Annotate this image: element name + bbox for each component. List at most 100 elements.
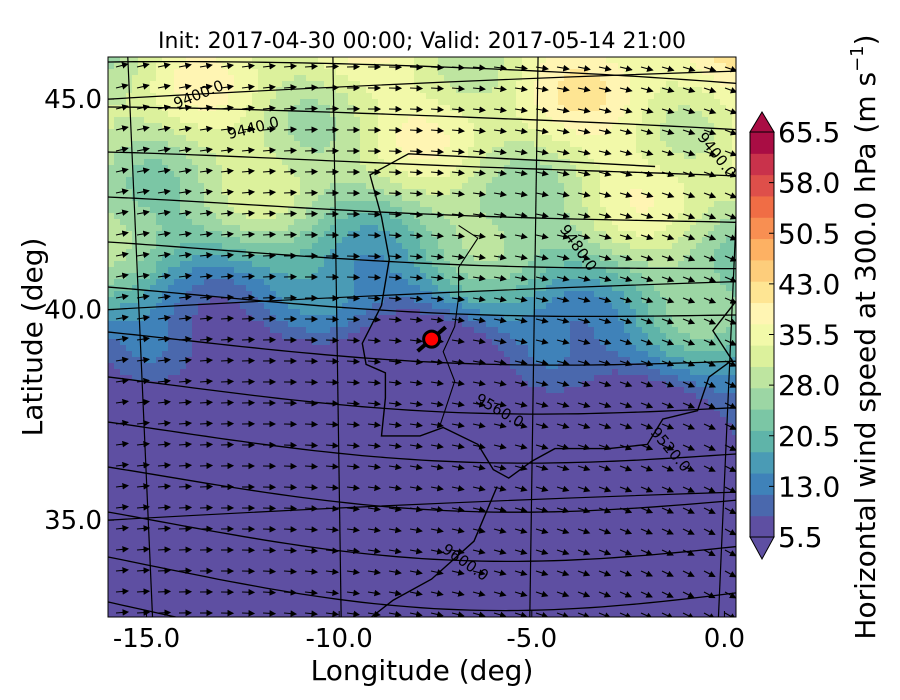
field-cell xyxy=(594,213,601,220)
field-cell xyxy=(150,279,157,286)
field-cell xyxy=(624,225,631,232)
field-cell xyxy=(726,315,733,322)
field-cell xyxy=(582,177,589,184)
field-cell xyxy=(474,123,481,130)
field-cell xyxy=(228,135,235,142)
field-cell xyxy=(468,195,475,202)
field-cell xyxy=(486,321,493,328)
field-cell xyxy=(222,303,229,310)
field-cell xyxy=(366,225,373,232)
field-cell xyxy=(702,141,709,148)
field-cell xyxy=(144,105,151,112)
field-cell xyxy=(342,201,349,208)
field-cell xyxy=(438,291,445,298)
field-cell xyxy=(180,75,187,82)
field-cell xyxy=(234,291,241,298)
field-cell xyxy=(114,333,121,340)
field-cell xyxy=(282,93,289,100)
field-cell xyxy=(300,183,307,190)
field-cell xyxy=(528,309,535,316)
field-cell xyxy=(720,183,727,190)
field-cell xyxy=(654,147,661,154)
field-cell xyxy=(204,219,211,226)
field-cell xyxy=(558,297,565,304)
field-cell xyxy=(714,273,721,280)
field-cell xyxy=(318,273,325,280)
field-cell xyxy=(438,303,445,310)
field-cell xyxy=(678,225,685,232)
field-cell xyxy=(276,267,283,274)
field-cell xyxy=(612,183,619,190)
field-cell xyxy=(192,111,199,118)
field-cell xyxy=(324,321,331,328)
field-cell xyxy=(654,171,661,178)
field-cell xyxy=(516,147,523,154)
field-cell xyxy=(372,195,379,202)
field-cell xyxy=(498,99,505,106)
field-cell xyxy=(408,297,415,304)
field-cell xyxy=(600,177,607,184)
field-cell xyxy=(648,183,655,190)
field-cell xyxy=(408,237,415,244)
field-cell xyxy=(426,81,433,88)
field-cell xyxy=(114,303,121,310)
field-cell xyxy=(108,315,115,322)
field-cell xyxy=(690,249,697,256)
field-cell xyxy=(528,213,535,220)
field-cell xyxy=(630,243,637,250)
field-cell xyxy=(360,153,367,160)
field-cell xyxy=(618,243,625,250)
field-cell xyxy=(474,261,481,268)
field-cell xyxy=(282,87,289,94)
field-cell xyxy=(240,81,247,88)
field-cell xyxy=(108,141,115,148)
field-cell xyxy=(342,219,349,226)
field-cell xyxy=(162,327,169,334)
field-cell xyxy=(582,219,589,226)
field-cell xyxy=(174,183,181,190)
field-cell xyxy=(276,99,283,106)
field-cell xyxy=(636,177,643,184)
field-cell xyxy=(726,267,733,274)
field-cell xyxy=(444,255,451,262)
field-cell xyxy=(714,255,721,262)
field-cell xyxy=(186,219,193,226)
field-cell xyxy=(558,267,565,274)
field-cell xyxy=(420,213,427,220)
field-cell xyxy=(294,165,301,172)
field-cell xyxy=(294,291,301,298)
field-cell xyxy=(678,93,685,100)
field-cell xyxy=(690,273,697,280)
field-cell xyxy=(474,255,481,262)
field-cell xyxy=(648,63,655,70)
field-cell xyxy=(492,333,499,340)
field-cell xyxy=(204,93,211,100)
field-cell xyxy=(696,117,703,124)
field-cell xyxy=(648,273,655,280)
field-cell xyxy=(234,195,241,202)
field-cell xyxy=(270,225,277,232)
field-cell xyxy=(330,219,337,226)
field-cell xyxy=(696,177,703,184)
field-cell xyxy=(726,69,733,76)
field-cell xyxy=(258,81,265,88)
field-cell xyxy=(210,99,217,106)
field-cell xyxy=(138,321,145,328)
field-cell xyxy=(138,123,145,130)
field-cell xyxy=(414,231,421,238)
field-cell xyxy=(636,159,643,166)
field-cell xyxy=(618,273,625,280)
field-cell xyxy=(600,207,607,214)
field-cell xyxy=(630,165,637,172)
field-cell xyxy=(654,285,661,292)
field-cell xyxy=(636,309,643,316)
field-cell xyxy=(480,219,487,226)
field-cell xyxy=(156,111,163,118)
field-cell xyxy=(138,141,145,148)
field-cell xyxy=(384,159,391,166)
field-cell xyxy=(636,297,643,304)
field-cell xyxy=(228,303,235,310)
field-cell xyxy=(444,279,451,286)
field-cell xyxy=(588,177,595,184)
field-cell xyxy=(504,333,511,340)
